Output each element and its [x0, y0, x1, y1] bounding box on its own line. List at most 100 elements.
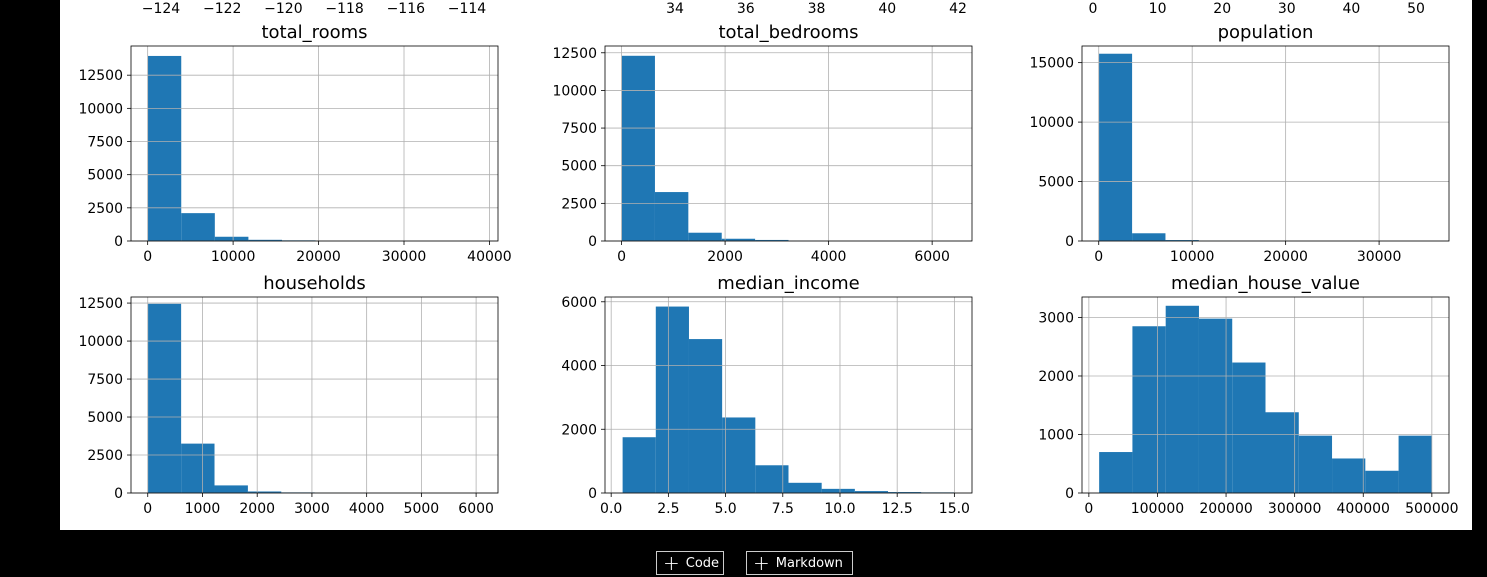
x-tick-label: 15.0: [939, 501, 970, 517]
y-tick-label: 10000: [78, 334, 123, 350]
y-tick-label: 7500: [87, 135, 123, 151]
plus-icon: +: [663, 551, 680, 575]
x-tick-label: 30000: [382, 249, 427, 265]
histogram-bar: [181, 213, 215, 241]
axes-frame: [604, 45, 973, 242]
top-clipped-tick-label: 20: [1213, 1, 1231, 17]
histogram-bar: [1398, 435, 1432, 493]
add-code-cell-button[interactable]: + Code: [656, 551, 724, 575]
x-tick-label: 4000: [811, 249, 847, 265]
x-tick-label: 3000: [294, 501, 330, 517]
y-tick-label: 2500: [87, 448, 123, 464]
top-clipped-tick-label: −118: [325, 1, 363, 17]
top-clipped-tick-label: 0: [1089, 1, 1098, 17]
x-tick-label: 5000: [404, 501, 440, 517]
x-tick-label: 6000: [914, 249, 950, 265]
y-tick-label: 5000: [87, 168, 123, 184]
y-tick-label: 10000: [1029, 115, 1074, 131]
histogram-panel-total-bedrooms: 0 2000 4000 6000 0 2500 5000 7500 10000 12500 tota…: [552, 22, 973, 265]
top-clipped-tick-label: 34: [666, 1, 684, 17]
top-clipped-tick-label: 36: [737, 1, 755, 17]
y-tick-label: 7500: [561, 121, 597, 137]
x-tick-label: 500000: [1405, 501, 1458, 517]
axes-frame: [1081, 296, 1450, 494]
top-clipped-tick-label: −114: [448, 1, 487, 17]
histogram-bar: [888, 492, 922, 493]
histogram-bar: [214, 485, 248, 493]
top-clipped-tick-label: −122: [203, 1, 241, 17]
top-clipped-tick-label: −116: [387, 1, 426, 17]
histogram-bar: [654, 192, 689, 241]
y-tick-label: 0: [1065, 486, 1074, 502]
x-tick-label: 30000: [1357, 249, 1402, 265]
histogram-bar: [1132, 233, 1166, 241]
y-tick-label: 12500: [552, 46, 597, 62]
y-tick-label: 2000: [1038, 369, 1074, 385]
x-tick-label: 20000: [1263, 249, 1308, 265]
panel-title: median_house_value: [1171, 273, 1360, 294]
histogram-bar: [1165, 305, 1199, 493]
add-code-label: Code: [685, 555, 720, 571]
axes-frame: [604, 296, 973, 494]
add-markdown-label: Markdown: [775, 555, 843, 571]
x-tick-label: 10000: [211, 249, 256, 265]
histogram-bar: [248, 239, 282, 241]
x-tick-label: 100000: [1131, 501, 1184, 517]
x-tick-label: 2.5: [657, 501, 679, 517]
x-tick-label: 400000: [1337, 501, 1390, 517]
y-tick-label: 2500: [87, 201, 123, 217]
histogram-bar: [788, 482, 822, 493]
y-tick-label: 7500: [87, 372, 123, 388]
histogram-bar: [1132, 326, 1166, 493]
top-clipped-tick-label: −120: [264, 1, 302, 17]
histogram-bar: [181, 443, 215, 493]
y-tick-label: 5000: [87, 410, 123, 426]
x-tick-label: 1000: [185, 501, 221, 517]
y-tick-label: 0: [114, 486, 123, 502]
x-tick-label: 0.0: [600, 501, 622, 517]
y-tick-label: 5000: [561, 159, 597, 175]
cell-output-area: −124 −122 −120 −118 −116 −114 34 36 38 40 42 0 10 20 3…: [60, 0, 1472, 530]
x-tick-label: 5.0: [714, 501, 736, 517]
histogram-bar: [1232, 362, 1266, 493]
x-tick-label: 7.5: [772, 501, 794, 517]
histogram-bar: [688, 339, 723, 493]
top-clipped-tick-label: −124: [142, 1, 181, 17]
histogram-bar: [247, 491, 282, 493]
x-tick-label: 40000: [467, 249, 512, 265]
panel-title: population: [1218, 22, 1314, 43]
histogram-bar: [1332, 458, 1366, 493]
y-tick-label: 10000: [78, 101, 123, 117]
histogram-bar: [1198, 318, 1233, 493]
y-tick-label: 1000: [1038, 427, 1074, 443]
histogram-bar: [755, 465, 789, 493]
histogram-bar: [147, 303, 182, 493]
y-tick-label: 3000: [1038, 310, 1074, 326]
histogram-panel-median-income: 0.0 2.5 5.0 7.5 10.0 12.5 15.0 0 2000 4000 6000 med…: [561, 273, 973, 517]
x-tick-label: 0: [1094, 249, 1103, 265]
panel-title: total_bedrooms: [718, 22, 858, 43]
x-tick-label: 0: [617, 249, 626, 265]
y-tick-label: 0: [114, 234, 123, 250]
y-tick-label: 0: [1065, 234, 1074, 250]
histogram-bar: [1099, 452, 1133, 493]
x-tick-label: 0: [143, 501, 152, 517]
top-clipped-tick-label: 42: [949, 1, 967, 17]
histogram-bar: [621, 55, 655, 241]
x-tick-label: 0: [1084, 501, 1093, 517]
axes-frame: [1081, 45, 1450, 242]
histogram-bar: [821, 488, 855, 493]
top-clipped-tick-label: 10: [1149, 1, 1167, 17]
x-tick-label: 300000: [1268, 501, 1321, 517]
histogram-bar: [1365, 470, 1399, 493]
x-tick-label: 200000: [1199, 501, 1252, 517]
x-tick-label: 2000: [239, 501, 275, 517]
x-tick-label: 4000: [349, 501, 385, 517]
histogram-bar: [147, 55, 182, 242]
add-markdown-cell-button[interactable]: + Markdown: [746, 551, 853, 575]
axes-frame: [130, 45, 499, 242]
x-tick-label: 10000: [1170, 249, 1215, 265]
x-tick-label: 6000: [458, 501, 494, 517]
y-tick-label: 0: [588, 234, 597, 250]
plus-icon: +: [753, 551, 770, 575]
